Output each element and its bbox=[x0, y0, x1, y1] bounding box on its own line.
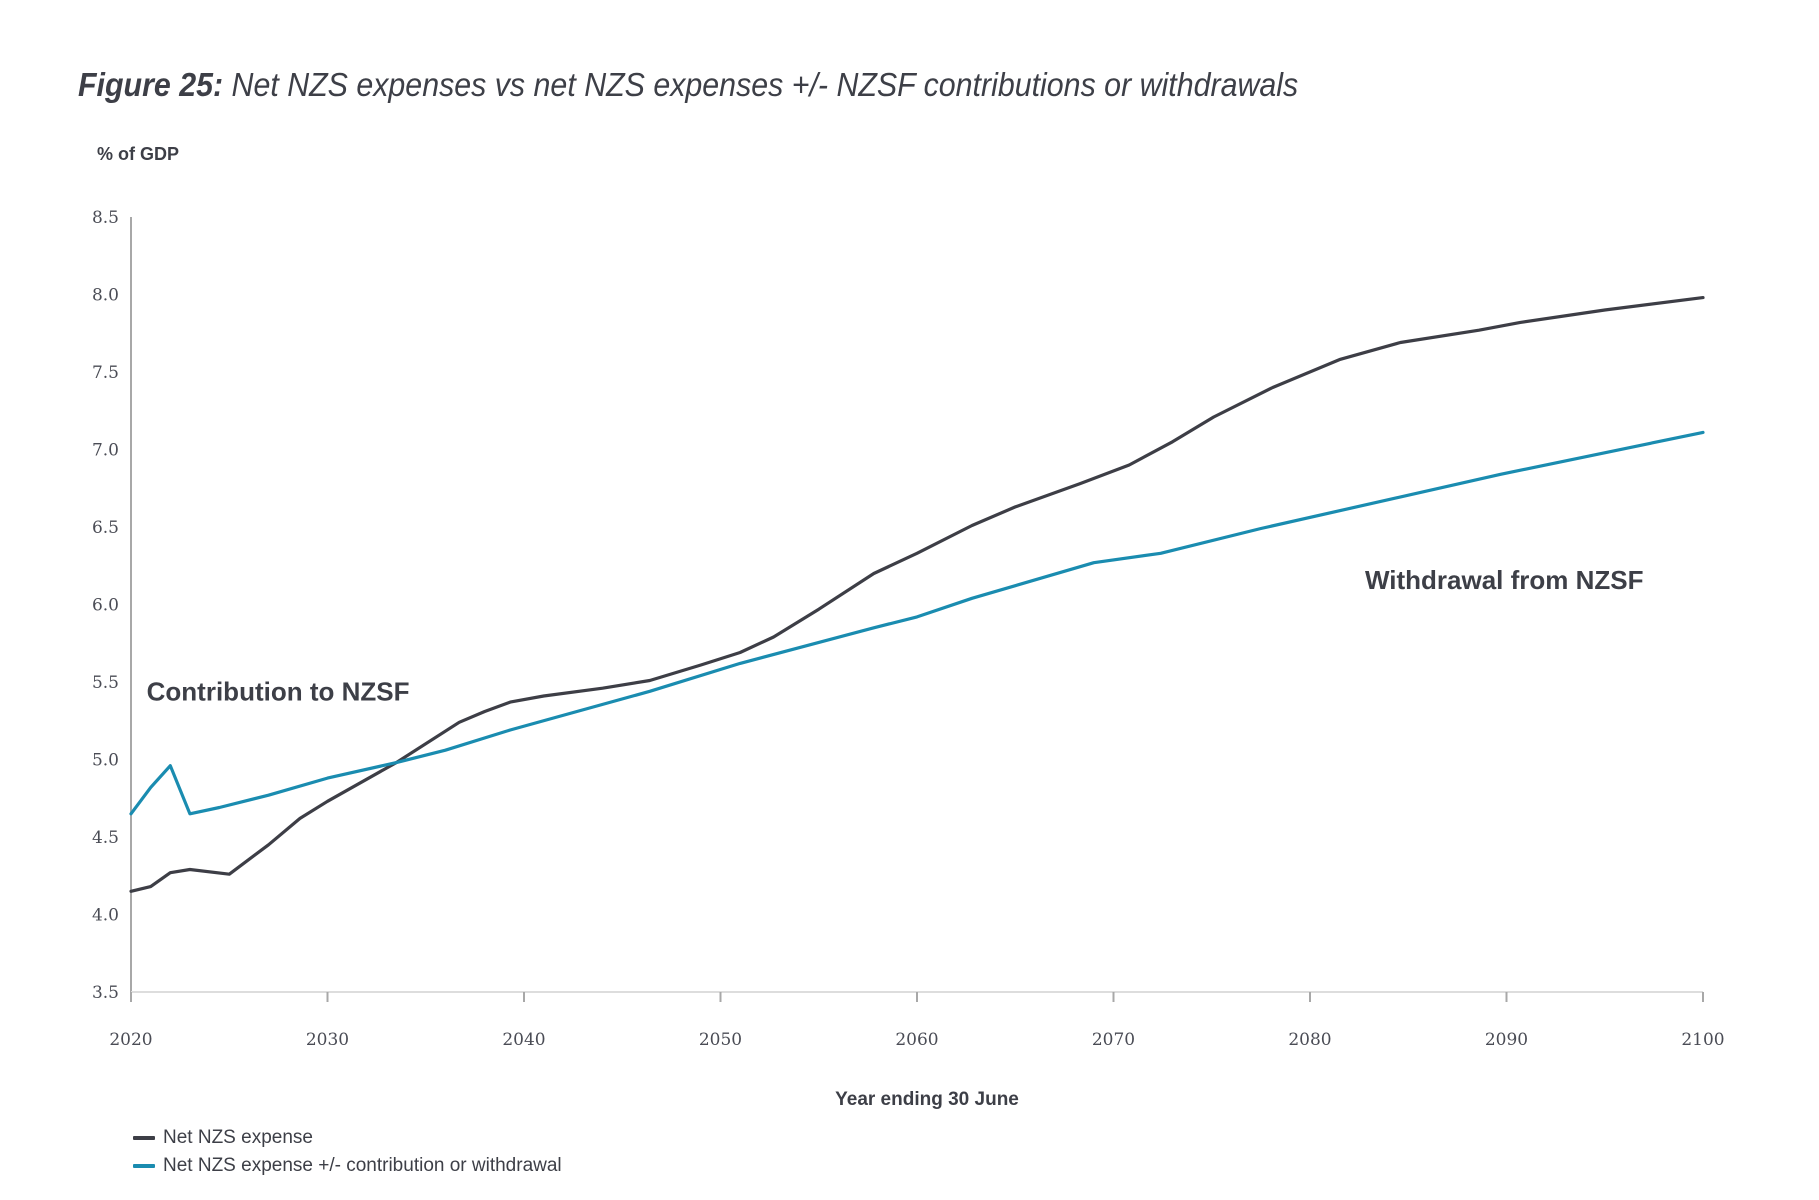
y-tick-label: 4.5 bbox=[92, 828, 119, 848]
legend-label: Net NZS expense +/- contribution or with… bbox=[163, 1155, 562, 1176]
legend-swatch-net-nzs-adjusted bbox=[133, 1164, 155, 1168]
y-axis-ticks: 3.5 4.0 4.5 5.0 5.5 6.0 6.5 7.0 7.5 8.0 8.5 bbox=[92, 208, 119, 1003]
y-tick-label: 7.5 bbox=[92, 363, 119, 383]
y-tick-label: 4.0 bbox=[92, 906, 119, 926]
series-line-net-nzs-expense bbox=[129, 296, 1705, 893]
legend-label: Net NZS expense bbox=[163, 1127, 313, 1148]
x-tick-label: 2090 bbox=[1485, 1030, 1528, 1050]
annotation-contribution: Contribution to NZSF bbox=[147, 677, 410, 707]
y-tick-label: 8.0 bbox=[92, 286, 119, 306]
y-tick-label: 6.0 bbox=[92, 596, 119, 616]
x-tick-label: 2020 bbox=[109, 1030, 152, 1050]
legend: Net NZS expense Net NZS expense +/- cont… bbox=[133, 1124, 562, 1180]
axes bbox=[130, 217, 1703, 1001]
y-tick-label: 6.5 bbox=[92, 518, 119, 538]
figure-number: Figure 25: bbox=[78, 66, 224, 103]
y-tick-label: 5.5 bbox=[92, 673, 119, 693]
y-axis-unit-label: % of GDP bbox=[97, 144, 180, 164]
x-tick-label: 2060 bbox=[895, 1030, 938, 1050]
x-tick-label: 2030 bbox=[306, 1030, 349, 1050]
legend-item-net-nzs-expense: Net NZS expense bbox=[133, 1124, 562, 1152]
legend-item-net-nzs-adjusted: Net NZS expense +/- contribution or with… bbox=[133, 1152, 562, 1180]
figure-caption: Net NZS expenses vs net NZS expenses +/-… bbox=[223, 66, 1299, 103]
x-axis-ticks: 2020 2030 2040 2050 2060 2070 2080 2090 2100 bbox=[109, 992, 1725, 1050]
annotations: Contribution to NZSF Withdrawal from NZSF bbox=[147, 565, 1644, 707]
series-line-net-nzs-adjusted bbox=[129, 430, 1705, 816]
figure-title: Figure 25: Net NZS expenses vs net NZS e… bbox=[78, 66, 1298, 104]
x-tick-label: 2080 bbox=[1288, 1030, 1331, 1050]
y-tick-label: 5.0 bbox=[92, 751, 119, 771]
y-tick-label: 7.0 bbox=[92, 441, 119, 461]
x-axis-label: Year ending 30 June bbox=[835, 1089, 1019, 1110]
x-tick-label: 2070 bbox=[1092, 1030, 1135, 1050]
y-tick-label: 8.5 bbox=[92, 208, 119, 228]
x-tick-label: 2050 bbox=[699, 1030, 742, 1050]
legend-swatch-net-nzs-expense bbox=[133, 1136, 155, 1140]
series-lines bbox=[129, 296, 1705, 893]
annotation-withdrawal: Withdrawal from NZSF bbox=[1365, 565, 1644, 595]
x-tick-label: 2100 bbox=[1681, 1030, 1724, 1050]
x-tick-label: 2040 bbox=[502, 1030, 545, 1050]
y-tick-label: 3.5 bbox=[92, 983, 119, 1003]
